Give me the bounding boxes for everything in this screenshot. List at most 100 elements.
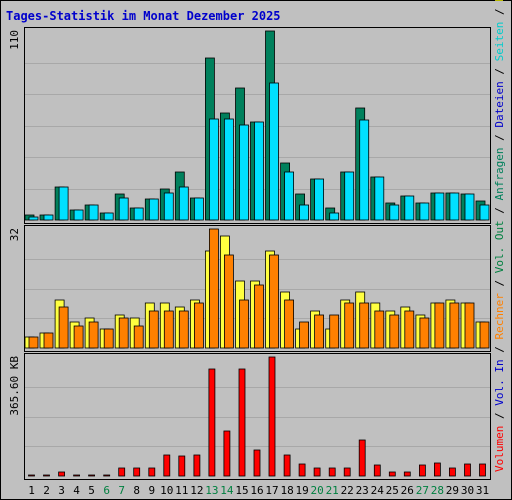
bar-rechner-day-23: Rechner 23: 12 [359, 302, 370, 349]
bar-dateien-day-20: Dateien 20: 24 [314, 178, 325, 221]
bar-rechner-day-3: Rechner 3: 11 [58, 306, 69, 349]
bar-rechner-day-1: Rechner 1: 3 [28, 336, 39, 349]
bar-dateien-day-16: Dateien 16: 57 [254, 121, 264, 221]
bar-rechner-day-26: Rechner 26: 10 [404, 310, 415, 349]
x-tick-day-15: 15 [235, 484, 248, 497]
bar-dateien-day-29: Dateien 29: 16 [449, 192, 460, 221]
bar-volumen-day-25: Volumen 25: 13 [388, 471, 396, 477]
bar-rechner-day-14: Rechner 14: 25 [223, 254, 234, 349]
panel-requests-files: 110Anfragen 1: 3Anfragen 2: 3Anfragen 3:… [8, 27, 491, 224]
bar-rechner-day-8: Rechner 8: 6 [133, 325, 144, 349]
bar-dateien-day-26: Dateien 26: 14 [404, 195, 415, 221]
x-tick-day-20: 20 [310, 484, 323, 497]
bar-rechner-day-13: Rechner 13: 32 [208, 228, 219, 349]
x-tick-day-16: 16 [250, 484, 263, 497]
bar-rechner-day-31: Rechner 31: 7 [479, 321, 490, 349]
right-legend: Volumen / Vol. In / Rechner / Vol. Out /… [493, 0, 506, 472]
bar-rechner-day-29: Rechner 29: 12 [449, 302, 460, 349]
x-tick-day-21: 21 [326, 484, 339, 497]
bar-rechner-day-18: Rechner 18: 13 [284, 299, 295, 349]
chart-title: Tages-Statistik im Monat Dezember 2025 [6, 9, 281, 23]
bar-rechner-day-21: Rechner 21: 9 [329, 314, 340, 349]
x-tick-day-26: 26 [401, 484, 414, 497]
legend-item: / [493, 406, 506, 426]
bar-dateien-day-9: Dateien 9: 12 [148, 198, 159, 221]
x-tick-day-4: 4 [73, 484, 80, 497]
bar-rechner-day-16: Rechner 16: 17 [254, 284, 264, 349]
x-tick-day-17: 17 [265, 484, 278, 497]
legend-item: Besuche [493, 0, 506, 2]
bar-volumen-day-30: Volumen 30: 37 [464, 463, 471, 477]
bar-rechner-day-12: Rechner 12: 12 [193, 302, 204, 349]
bar-dateien-day-4: Dateien 4: 6 [73, 209, 84, 221]
x-tick-day-8: 8 [133, 484, 140, 497]
x-tick-day-18: 18 [280, 484, 293, 497]
bar-dateien-day-21: Dateien 21: 4 [329, 212, 340, 221]
panel-volume: 365.60 KB Volumen 1: 2 Volumen 2: 2 Volumen… [8, 353, 491, 480]
x-tick-day-30: 30 [461, 484, 474, 497]
x-tick-day-23: 23 [356, 484, 369, 497]
legend-item: Vol. In [493, 359, 506, 405]
bar-rechner-day-11: Rechner 11: 10 [178, 310, 189, 349]
bar-rechner-day-20: Rechner 20: 9 [314, 314, 325, 349]
bar-dateien-day-12: Dateien 12: 13 [193, 197, 204, 221]
legend-item: / [493, 128, 506, 148]
bar-dateien-day-2: Dateien 2: 3 [43, 214, 54, 221]
bar-rechner-day-10: Rechner 10: 10 [163, 310, 174, 349]
bar-volumen-day-21: Volumen 21: 26 [328, 467, 336, 477]
bar-volumen-day-18: Volumen 18: 66 [283, 454, 291, 477]
x-tick-day-9: 9 [148, 484, 155, 497]
x-tick-day-28: 28 [431, 484, 444, 497]
bar-rechner-day-24: Rechner 24: 10 [374, 310, 385, 349]
bar-dateien-day-8: Dateien 8: 7 [133, 207, 144, 221]
bar-volumen-day-19: Volumen 19: 37 [298, 463, 306, 477]
legend-item: Seiten [493, 22, 506, 62]
bar-dateien-day-27: Dateien 27: 10 [419, 202, 430, 221]
bar-volumen-day-3: Volumen 3: 13 [58, 471, 65, 477]
panel-visits-hosts: 32Besuche 1: 3Besuche 2: 4Besuche 3: 13B… [8, 225, 491, 352]
legend-item: / [493, 61, 506, 81]
bar-volumen-day-7: Volumen 7: 26 [118, 467, 126, 477]
x-tick-day-10: 10 [160, 484, 173, 497]
bar-dateien-day-19: Dateien 19: 9 [299, 204, 310, 221]
bar-dateien-day-24: Dateien 24: 25 [374, 176, 385, 221]
bar-rechner-day-9: Rechner 9: 10 [148, 310, 159, 349]
bar-volumen-day-29: Volumen 29: 26 [448, 467, 456, 477]
x-axis-day-labels: 1 2 3 4 5 6 7 8 9 10 11 12 13 14 15 16 17 18 19 20 21 22 23 24 2… [28, 484, 489, 497]
bar-volumen-day-14: Volumen 14: 137 [223, 430, 231, 477]
legend-item: Dateien [493, 81, 506, 127]
bar-dateien-day-1: Dateien 1: 2 [28, 216, 39, 221]
bar-rechner-day-27: Rechner 27: 8 [419, 317, 430, 349]
bar-volumen-day-31: Volumen 31: 37 [479, 463, 486, 477]
bar-volumen-day-28: Volumen 28: 40 [433, 462, 441, 477]
bar-volumen-day-26: Volumen 26: 13 [403, 471, 411, 477]
bar-rechner-day-7: Rechner 7: 8 [118, 317, 129, 349]
bar-volumen-day-5: Volumen 5: 4 [88, 474, 95, 477]
x-tick-day-24: 24 [371, 484, 385, 497]
bar-rechner-day-19: Rechner 19: 7 [299, 321, 310, 349]
bar-rechner-day-25: Rechner 25: 9 [389, 314, 400, 349]
x-tick-day-27: 27 [416, 484, 429, 497]
bar-dateien-day-30: Dateien 30: 15 [464, 193, 475, 221]
x-tick-day-19: 19 [295, 484, 308, 497]
bar-rechner-day-15: Rechner 15: 13 [239, 299, 249, 349]
legend-item: Rechner [493, 293, 506, 340]
y-tick-label: 110 [8, 30, 21, 50]
bar-rechner-day-2: Rechner 2: 4 [43, 332, 54, 349]
bar-dateien-day-28: Dateien 28: 16 [434, 192, 445, 221]
bar-dateien-day-11: Dateien 11: 19 [178, 186, 189, 221]
bar-rechner-day-4: Rechner 4: 6 [73, 325, 84, 349]
legend-item: Anfragen [493, 147, 506, 200]
bar-dateien-day-25: Dateien 25: 9 [389, 204, 400, 221]
x-tick-day-1: 1 [28, 484, 35, 497]
bar-volumen-day-20: Volumen 20: 26 [313, 467, 321, 477]
legend-item: / [493, 340, 506, 360]
legend-item: / [493, 2, 506, 22]
bar-volumen-day-4: Volumen 4: 4 [73, 474, 80, 477]
legend-item: / [493, 273, 506, 293]
x-tick-day-5: 5 [88, 484, 95, 497]
bar-volumen-day-16: Volumen 16: 79 [253, 449, 261, 477]
y-tick-label: 365.60 KB [8, 356, 21, 416]
x-tick-day-3: 3 [58, 484, 65, 497]
